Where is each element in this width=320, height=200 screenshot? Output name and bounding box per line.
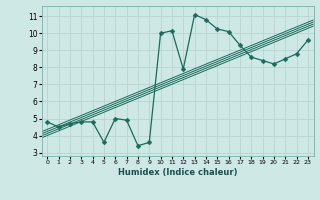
X-axis label: Humidex (Indice chaleur): Humidex (Indice chaleur): [118, 168, 237, 177]
